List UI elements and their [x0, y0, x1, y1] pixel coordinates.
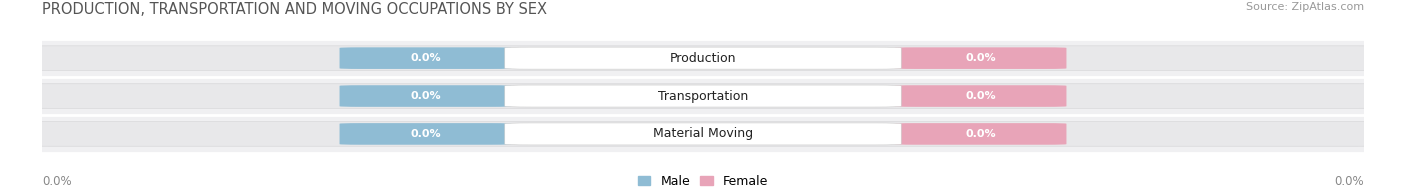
FancyBboxPatch shape [339, 47, 512, 69]
Text: 0.0%: 0.0% [42, 175, 72, 188]
FancyBboxPatch shape [339, 85, 512, 107]
Text: Source: ZipAtlas.com: Source: ZipAtlas.com [1246, 2, 1364, 12]
Text: 0.0%: 0.0% [411, 53, 440, 63]
Text: 0.0%: 0.0% [411, 91, 440, 101]
Text: 0.0%: 0.0% [966, 129, 995, 139]
FancyBboxPatch shape [505, 123, 901, 145]
Text: Production: Production [669, 52, 737, 65]
Text: 0.0%: 0.0% [1334, 175, 1364, 188]
Text: 0.0%: 0.0% [966, 91, 995, 101]
Legend: Male, Female: Male, Female [638, 175, 768, 188]
Text: Transportation: Transportation [658, 90, 748, 103]
Text: 0.0%: 0.0% [411, 129, 440, 139]
FancyBboxPatch shape [894, 85, 1067, 107]
Text: PRODUCTION, TRANSPORTATION AND MOVING OCCUPATIONS BY SEX: PRODUCTION, TRANSPORTATION AND MOVING OC… [42, 2, 547, 17]
FancyBboxPatch shape [505, 47, 901, 69]
FancyBboxPatch shape [339, 123, 512, 145]
FancyBboxPatch shape [894, 123, 1067, 145]
FancyBboxPatch shape [30, 84, 1376, 108]
FancyBboxPatch shape [30, 46, 1376, 71]
FancyBboxPatch shape [894, 47, 1067, 69]
FancyBboxPatch shape [505, 85, 901, 107]
FancyBboxPatch shape [30, 122, 1376, 146]
Text: Material Moving: Material Moving [652, 127, 754, 140]
Text: 0.0%: 0.0% [966, 53, 995, 63]
